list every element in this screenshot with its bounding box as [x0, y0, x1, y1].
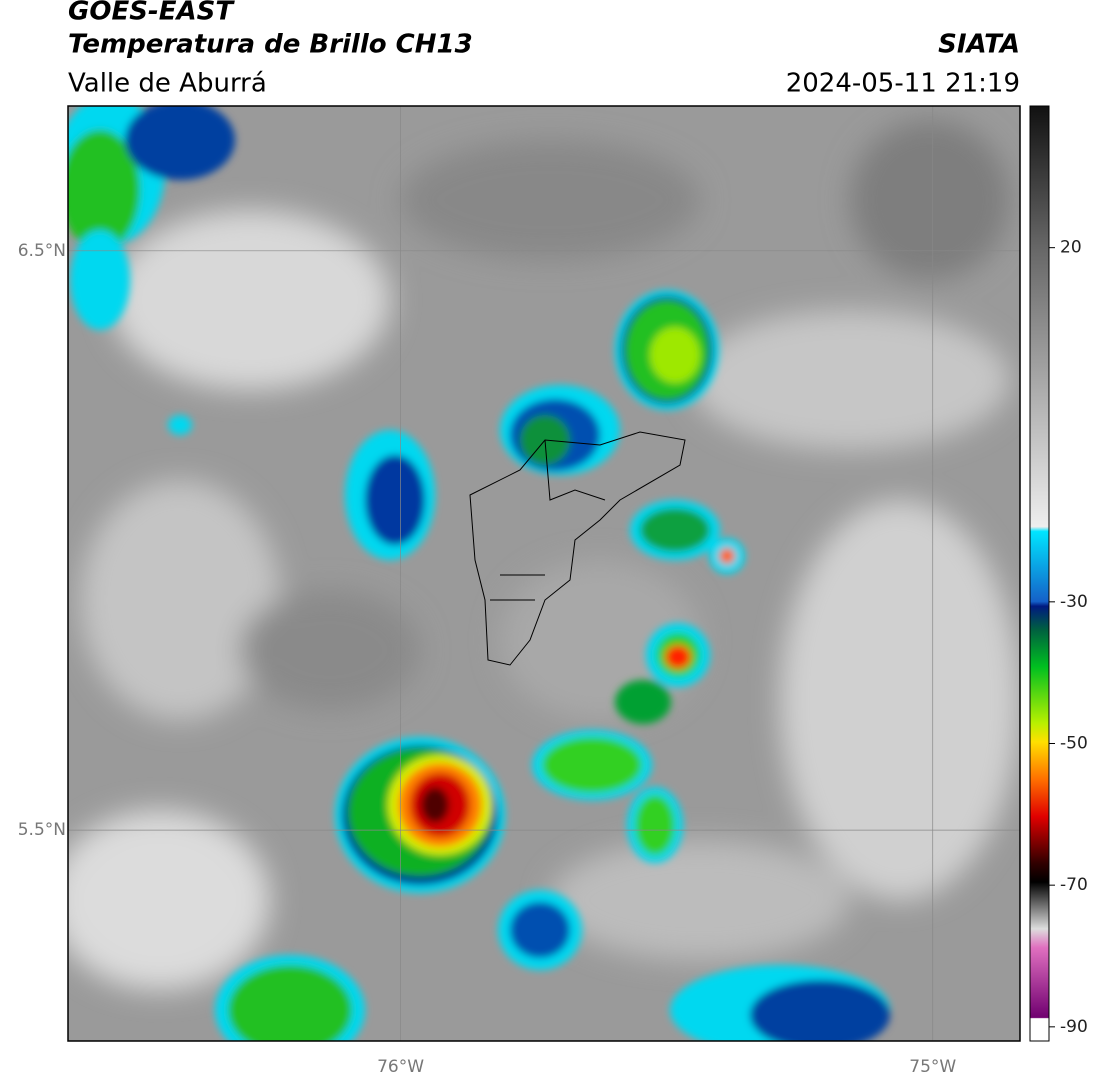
source-label: SIATA: [938, 30, 1020, 60]
region-label: Valle de Aburrá: [68, 69, 267, 99]
colorbar-tick-label: -70: [1060, 875, 1088, 895]
colorbar: [1029, 105, 1050, 1042]
product-title: Temperatura de Brillo CH13: [68, 30, 473, 60]
colorbar-tick-label: -90: [1060, 1017, 1088, 1037]
x-tick-label: 76°W: [377, 1057, 424, 1077]
satellite-title: GOES-EAST: [68, 0, 235, 27]
y-tick-label: 5.5°N: [18, 820, 66, 840]
colorbar-tick-label: -50: [1060, 734, 1088, 754]
colorbar-tick-label: -30: [1060, 592, 1088, 612]
imagery: [68, 106, 1020, 1041]
x-tick-label: 75°W: [909, 1057, 956, 1077]
map-frame: [67, 105, 1021, 1042]
colorbar-tick-label: 20: [1060, 238, 1082, 258]
y-tick-label: 6.5°N: [18, 241, 66, 261]
datetime-label: 2024-05-11 21:19: [786, 69, 1020, 99]
